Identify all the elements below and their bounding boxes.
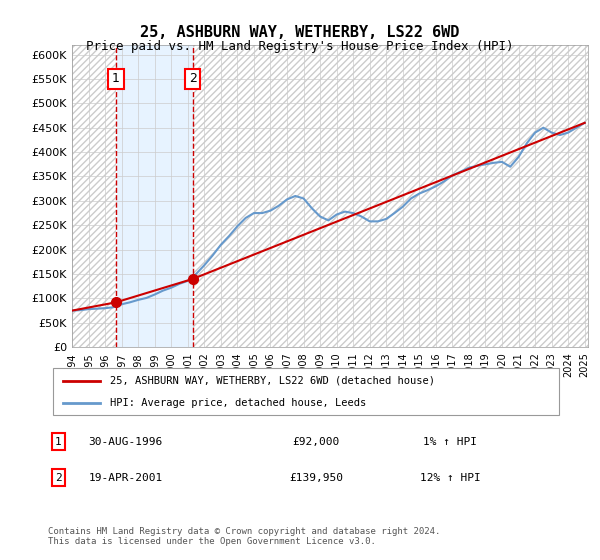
Text: Price paid vs. HM Land Registry's House Price Index (HPI): Price paid vs. HM Land Registry's House … (86, 40, 514, 53)
Text: 1: 1 (55, 437, 62, 447)
Text: HPI: Average price, detached house, Leeds: HPI: Average price, detached house, Leed… (110, 398, 366, 408)
Text: 25, ASHBURN WAY, WETHERBY, LS22 6WD (detached house): 25, ASHBURN WAY, WETHERBY, LS22 6WD (det… (110, 376, 435, 386)
Text: 30-AUG-1996: 30-AUG-1996 (88, 437, 163, 447)
Text: £92,000: £92,000 (293, 437, 340, 447)
Text: 19-APR-2001: 19-APR-2001 (88, 473, 163, 483)
Text: £139,950: £139,950 (289, 473, 343, 483)
Bar (193, 45, 588, 347)
Bar (193, 45, 588, 347)
Text: 12% ↑ HPI: 12% ↑ HPI (420, 473, 481, 483)
Text: 2: 2 (189, 72, 197, 86)
Text: 1: 1 (112, 72, 120, 86)
Text: 2: 2 (55, 473, 62, 483)
Text: 1% ↑ HPI: 1% ↑ HPI (424, 437, 478, 447)
Bar (72, 45, 116, 347)
Text: Contains HM Land Registry data © Crown copyright and database right 2024.
This d: Contains HM Land Registry data © Crown c… (48, 526, 440, 546)
Bar (72, 45, 116, 347)
Text: 25, ASHBURN WAY, WETHERBY, LS22 6WD: 25, ASHBURN WAY, WETHERBY, LS22 6WD (140, 25, 460, 40)
FancyBboxPatch shape (53, 368, 559, 414)
Bar (116, 45, 193, 347)
